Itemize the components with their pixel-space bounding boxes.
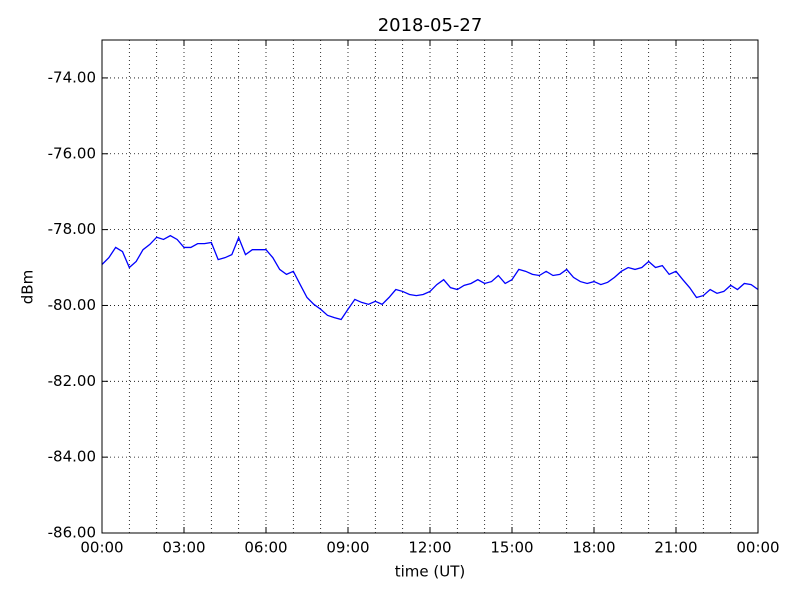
x-tick-label: 12:00 bbox=[408, 539, 451, 557]
x-tick-label: 03:00 bbox=[162, 539, 205, 557]
y-tick-label: -76.00 bbox=[48, 144, 96, 162]
y-tick-label: -86.00 bbox=[48, 524, 96, 542]
data-line bbox=[101, 234, 759, 321]
y-tick-label: -82.00 bbox=[48, 372, 96, 390]
x-tick-label: 09:00 bbox=[326, 539, 369, 557]
y-tick-label: -80.00 bbox=[48, 296, 96, 314]
x-tick-label: 15:00 bbox=[490, 539, 533, 557]
y-tick-label: -78.00 bbox=[48, 220, 96, 238]
x-tick-label: 21:00 bbox=[654, 539, 697, 557]
y-axis-label: dBm bbox=[19, 270, 37, 304]
y-tick-label: -74.00 bbox=[48, 68, 96, 86]
y-tick-label: -84.00 bbox=[48, 448, 96, 466]
chart-title: 2018-05-27 bbox=[378, 15, 483, 36]
plot-frame bbox=[101, 39, 759, 534]
x-tick-label: 00:00 bbox=[736, 539, 779, 557]
x-tick-label: 18:00 bbox=[572, 539, 615, 557]
x-axis-label: time (UT) bbox=[395, 563, 466, 581]
x-tick-label: 00:00 bbox=[80, 539, 123, 557]
x-tick-label: 06:00 bbox=[244, 539, 287, 557]
